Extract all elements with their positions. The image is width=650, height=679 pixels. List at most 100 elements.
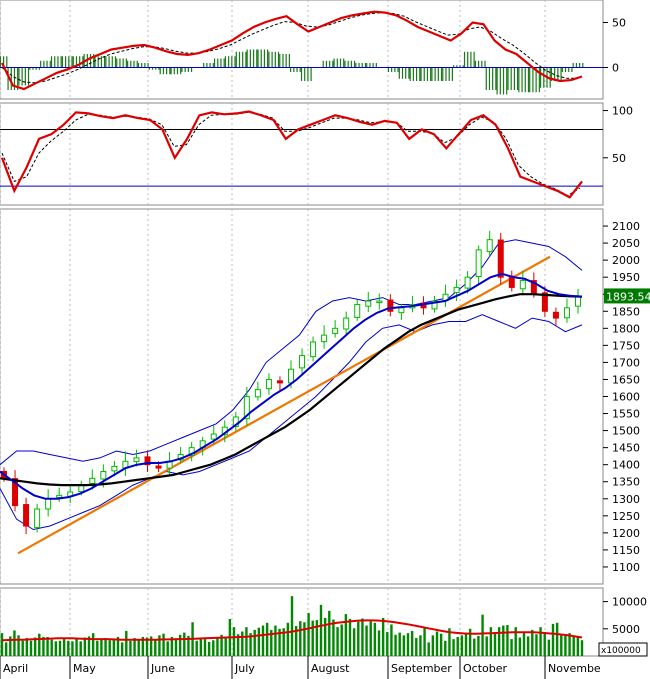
volume-bar bbox=[427, 642, 430, 656]
candle-body bbox=[464, 276, 471, 289]
volume-unit-box bbox=[598, 642, 648, 657]
candle-body bbox=[299, 355, 306, 369]
volume-bar bbox=[42, 636, 45, 656]
volume-bar bbox=[518, 637, 522, 656]
volume-bar bbox=[402, 635, 406, 656]
volume-bar bbox=[315, 620, 319, 656]
candle-body bbox=[144, 456, 151, 466]
stochastic-gridlines bbox=[0, 103, 546, 205]
volume-bar bbox=[323, 617, 327, 656]
volume-bar bbox=[38, 633, 41, 656]
volume-bar bbox=[311, 620, 314, 656]
volume-bar bbox=[100, 638, 103, 656]
volume-bar bbox=[307, 613, 310, 656]
volume-bar bbox=[71, 641, 74, 656]
candle-body bbox=[563, 307, 570, 319]
candle-body bbox=[89, 477, 96, 484]
volume-bar bbox=[543, 632, 546, 656]
macd-tick-label: 0 bbox=[612, 62, 619, 75]
volume-bar bbox=[265, 622, 269, 656]
volume-bar bbox=[257, 627, 261, 656]
short-moving-average bbox=[0, 272, 583, 500]
volume-bar bbox=[79, 641, 82, 656]
candle-body bbox=[210, 433, 217, 440]
price-tick-label: 1850 bbox=[612, 305, 640, 318]
volume-bar bbox=[439, 633, 443, 656]
volume-bar bbox=[286, 622, 290, 656]
macd-frame bbox=[0, 0, 604, 100]
volume-bar bbox=[444, 640, 447, 656]
volume-unit-label: x100000 bbox=[601, 646, 641, 656]
volume-bar bbox=[67, 640, 70, 656]
price-tick-label: 1100 bbox=[612, 561, 640, 574]
volume-bar bbox=[108, 640, 111, 656]
volume-bar bbox=[477, 635, 480, 656]
bollinger-lower-band bbox=[0, 314, 583, 531]
price-tick-label: 1400 bbox=[612, 459, 640, 472]
price-tick-label: 1650 bbox=[612, 373, 640, 386]
volume-bar bbox=[62, 639, 66, 656]
month-label: October bbox=[463, 662, 507, 675]
candle-body bbox=[254, 389, 261, 398]
volume-bar bbox=[75, 637, 78, 656]
month-label: May bbox=[73, 662, 96, 675]
volume-bar bbox=[502, 625, 505, 656]
price-tick-label: 2000 bbox=[612, 254, 640, 267]
volume-bar bbox=[149, 636, 153, 656]
macd-panel: 50 0 bbox=[0, 0, 626, 100]
candle-body bbox=[387, 299, 394, 312]
volume-bar bbox=[158, 635, 161, 656]
volume-bar bbox=[415, 638, 418, 656]
volume-bar bbox=[0, 633, 4, 656]
volume-bar bbox=[4, 642, 8, 656]
volume-bar bbox=[207, 641, 211, 656]
price-tick-label: 1250 bbox=[612, 510, 640, 523]
volume-bar bbox=[344, 614, 348, 656]
month-label: September bbox=[391, 662, 452, 675]
candle-body bbox=[497, 239, 504, 278]
last-price-badge bbox=[604, 288, 650, 304]
volume-bar bbox=[506, 624, 509, 656]
volume-bar bbox=[526, 636, 530, 656]
candle-body bbox=[56, 494, 63, 498]
price-tick-label: 2100 bbox=[612, 220, 640, 233]
volume-bar bbox=[249, 633, 252, 656]
volume-bar bbox=[398, 632, 401, 656]
volume-bar bbox=[373, 622, 377, 656]
candle-body bbox=[354, 303, 361, 318]
volume-bar bbox=[46, 636, 49, 656]
volume-bar bbox=[489, 627, 493, 656]
volume-bar bbox=[493, 632, 497, 656]
candle-body bbox=[288, 368, 294, 384]
candle-body bbox=[552, 311, 559, 319]
volume-bar bbox=[406, 633, 410, 656]
candle-body bbox=[475, 249, 482, 277]
volume-bar bbox=[120, 642, 124, 656]
volume-bar bbox=[199, 639, 203, 656]
candle-body bbox=[111, 465, 118, 472]
volume-bar bbox=[274, 625, 277, 656]
price-tick-label: 1550 bbox=[612, 408, 640, 421]
volume-bar bbox=[394, 634, 397, 656]
volume-bar bbox=[261, 625, 265, 656]
candle-body bbox=[541, 292, 548, 312]
trend-line bbox=[17, 255, 551, 555]
price-tick-label: 1600 bbox=[612, 391, 640, 404]
volume-bar bbox=[290, 596, 294, 656]
volume-bar bbox=[299, 621, 302, 656]
price-tick-label: 1150 bbox=[612, 544, 640, 557]
price-tick-label: 1750 bbox=[612, 339, 640, 352]
x-axis-months: April May June July August September October No… bbox=[0, 656, 601, 679]
volume-bar bbox=[468, 628, 472, 656]
volume-bar bbox=[54, 641, 58, 656]
volume-bar bbox=[352, 628, 356, 656]
volume-tick-label: 10000 bbox=[612, 596, 647, 609]
price-y-ticks: 2100205020001950190018501800175017001650… bbox=[603, 220, 640, 574]
volume-bar bbox=[410, 630, 414, 656]
volume-bar bbox=[141, 636, 145, 656]
candle-body bbox=[45, 498, 52, 510]
volume-bar bbox=[195, 640, 198, 656]
candle-body bbox=[519, 280, 526, 290]
candle-body bbox=[310, 341, 317, 358]
volume-bar bbox=[17, 635, 20, 656]
